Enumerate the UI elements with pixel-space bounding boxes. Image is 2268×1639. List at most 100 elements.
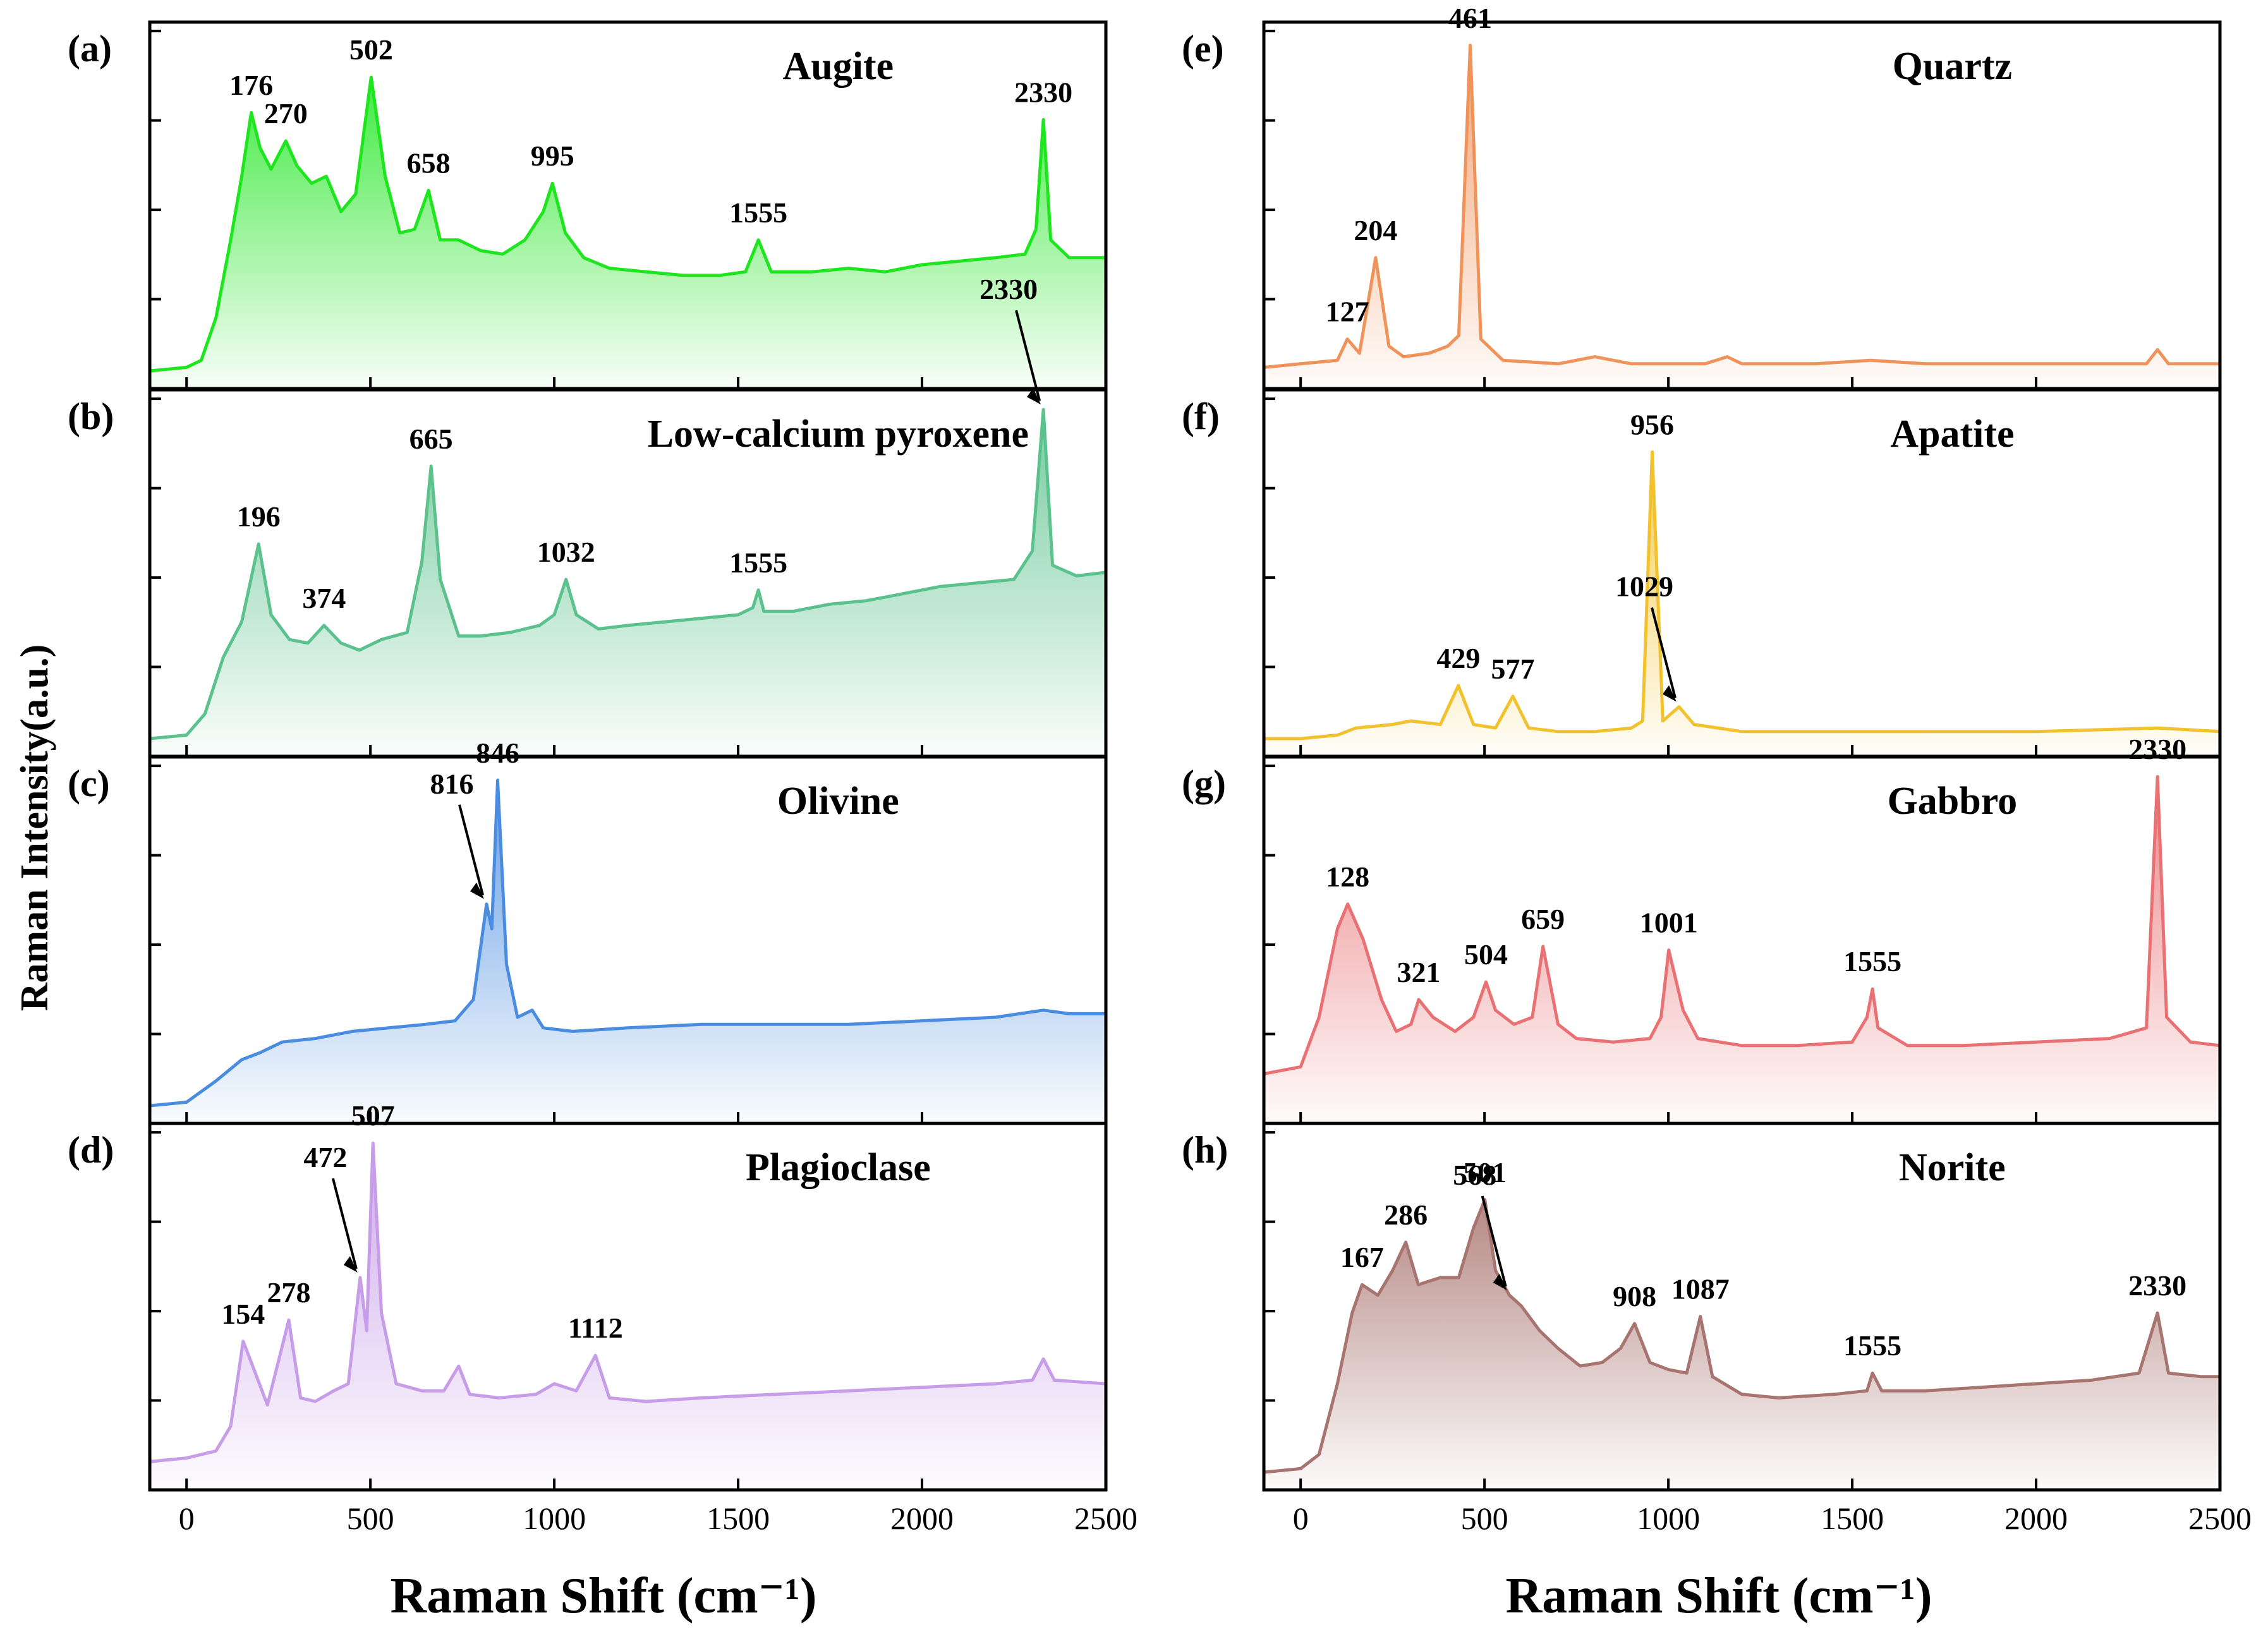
peak-arrow-head <box>1662 685 1677 702</box>
spectrum-group <box>1264 450 2220 756</box>
spectrum-group <box>1264 775 2220 1123</box>
spectrum-line <box>1264 775 2220 1076</box>
panel-g: (g) Gabbro 128 321 504 659 1001 1555 2330 <box>1182 733 2222 1125</box>
panel-d: 0 500 1000 1500 2000 2500 (d) Plagioclase 154278… <box>68 1099 1137 1536</box>
peak-label: 461 <box>1448 2 1492 34</box>
spectrum-line <box>150 778 1106 1108</box>
peak-label: 1555 <box>1843 945 1901 977</box>
peak-label: 1001 <box>1640 907 1698 939</box>
panel-title: Norite <box>1899 1146 2006 1189</box>
panel-title: Apatite <box>1890 413 2014 456</box>
spectrum-fill <box>150 409 1106 756</box>
x-tick-label: 0 <box>179 1501 195 1536</box>
peak-label: 995 <box>531 140 574 172</box>
peak-label: 127 <box>1326 296 1369 328</box>
spectrum-group <box>1264 1198 2220 1490</box>
panel-label: (g) <box>1182 763 1226 804</box>
x-tick-label: 1000 <box>523 1501 586 1536</box>
peak-label: 501 <box>1463 1156 1507 1188</box>
x-tick-label: 1000 <box>1637 1501 1700 1536</box>
spectrum-line <box>1264 1198 2220 1474</box>
peak-label: 128 <box>1326 861 1369 893</box>
peak-arrow-line <box>1015 310 1041 401</box>
spectrum-fill <box>150 77 1106 389</box>
spectrum-fill <box>1264 452 2220 756</box>
spectrum-group <box>150 778 1106 1123</box>
panel-label: (e) <box>1182 28 1224 70</box>
spectrum-fill <box>150 1143 1106 1490</box>
peak-arrow-line <box>458 804 484 896</box>
peak-label: 472 <box>303 1141 347 1173</box>
x-tick-label: 2000 <box>2004 1501 2068 1536</box>
peak-label: 2330 <box>2128 733 2186 765</box>
peak-label: 908 <box>1613 1280 1656 1312</box>
peak-label: 204 <box>1354 214 1397 246</box>
peak-label: 502 <box>349 33 393 66</box>
peak-arrow-head <box>1493 1274 1507 1290</box>
panel-title: Plagioclase <box>746 1146 931 1189</box>
spectrum-fill <box>1264 45 2220 389</box>
y-axis-label: Raman Intensity(a.u.) <box>13 644 56 1011</box>
peak-label: 1087 <box>1671 1273 1730 1305</box>
panel-title: Gabbro <box>1888 780 2018 823</box>
peak-label: 504 <box>1464 938 1508 971</box>
spectrum-group <box>1264 44 2220 389</box>
peak-label: 846 <box>476 737 519 769</box>
peak-label: 1555 <box>1843 1329 1901 1362</box>
peak-label: 167 <box>1340 1241 1384 1273</box>
peak-label: 176 <box>229 69 273 101</box>
x-tick-label: 0 <box>1293 1501 1309 1536</box>
spectrum-line <box>1264 450 2220 741</box>
spectrum-line <box>150 408 1106 741</box>
peak-label: 286 <box>1384 1199 1428 1231</box>
peak-label: 816 <box>430 768 474 800</box>
x-tick-label: 1500 <box>1821 1501 1884 1536</box>
spectrum-group <box>150 1141 1106 1490</box>
panel-label: (b) <box>68 396 114 437</box>
x-tick-label: 500 <box>347 1501 394 1536</box>
peak-label: 1029 <box>1615 571 1673 603</box>
peak-label: 665 <box>409 423 453 455</box>
peak-label: 1032 <box>537 536 595 568</box>
peak-label: 196 <box>237 500 281 533</box>
panel-frame <box>1262 20 2222 390</box>
panel-title: Olivine <box>777 780 899 823</box>
panel-title: Quartz <box>1893 45 2012 88</box>
peak-arrow-head <box>343 1256 358 1273</box>
panel-f: (f) Apatite 429 577 956 1029 <box>1182 388 2222 758</box>
panel-frame <box>1262 388 2222 758</box>
peak-label: 429 <box>1436 642 1480 674</box>
peak-label: 1555 <box>729 197 787 229</box>
panel-label: (c) <box>68 763 110 804</box>
x-tick-label: 2500 <box>2188 1501 2252 1536</box>
spectrum-fill <box>150 780 1106 1123</box>
panel-frame <box>1262 1122 2222 1492</box>
spectrum-group <box>150 408 1106 756</box>
panel-title: Low-calcium pyroxene <box>648 413 1029 456</box>
peak-label: 2330 <box>1014 76 1072 108</box>
peak-label: 1555 <box>729 547 787 579</box>
peak-label: 507 <box>351 1099 395 1132</box>
spectrum-line <box>150 75 1106 373</box>
panel-label: (f) <box>1182 396 1220 437</box>
peak-label: 278 <box>267 1276 310 1309</box>
peak-arrow-head <box>470 882 485 899</box>
peak-label: 374 <box>302 582 346 614</box>
spectrum-group <box>150 75 1106 389</box>
peak-label: 2330 <box>2128 1269 2186 1302</box>
x-tick-label: 2500 <box>1074 1501 1137 1536</box>
panel-e: (e) Quartz 127 204 461 <box>1182 2 2222 390</box>
peak-arrow-line <box>1481 1195 1507 1287</box>
x-tick-label: 1500 <box>706 1501 770 1536</box>
peak-label: 321 <box>1397 956 1440 988</box>
panel-label: (h) <box>1182 1129 1228 1171</box>
spectrum-fill <box>1264 1199 2220 1490</box>
panel-label: (d) <box>68 1129 114 1171</box>
peak-arrow-line <box>331 1178 358 1269</box>
x-tick-label: 500 <box>1461 1501 1508 1536</box>
panel-b: (b) Low-calcium pyroxene 196 374 665 1032 1555… <box>68 273 1108 758</box>
